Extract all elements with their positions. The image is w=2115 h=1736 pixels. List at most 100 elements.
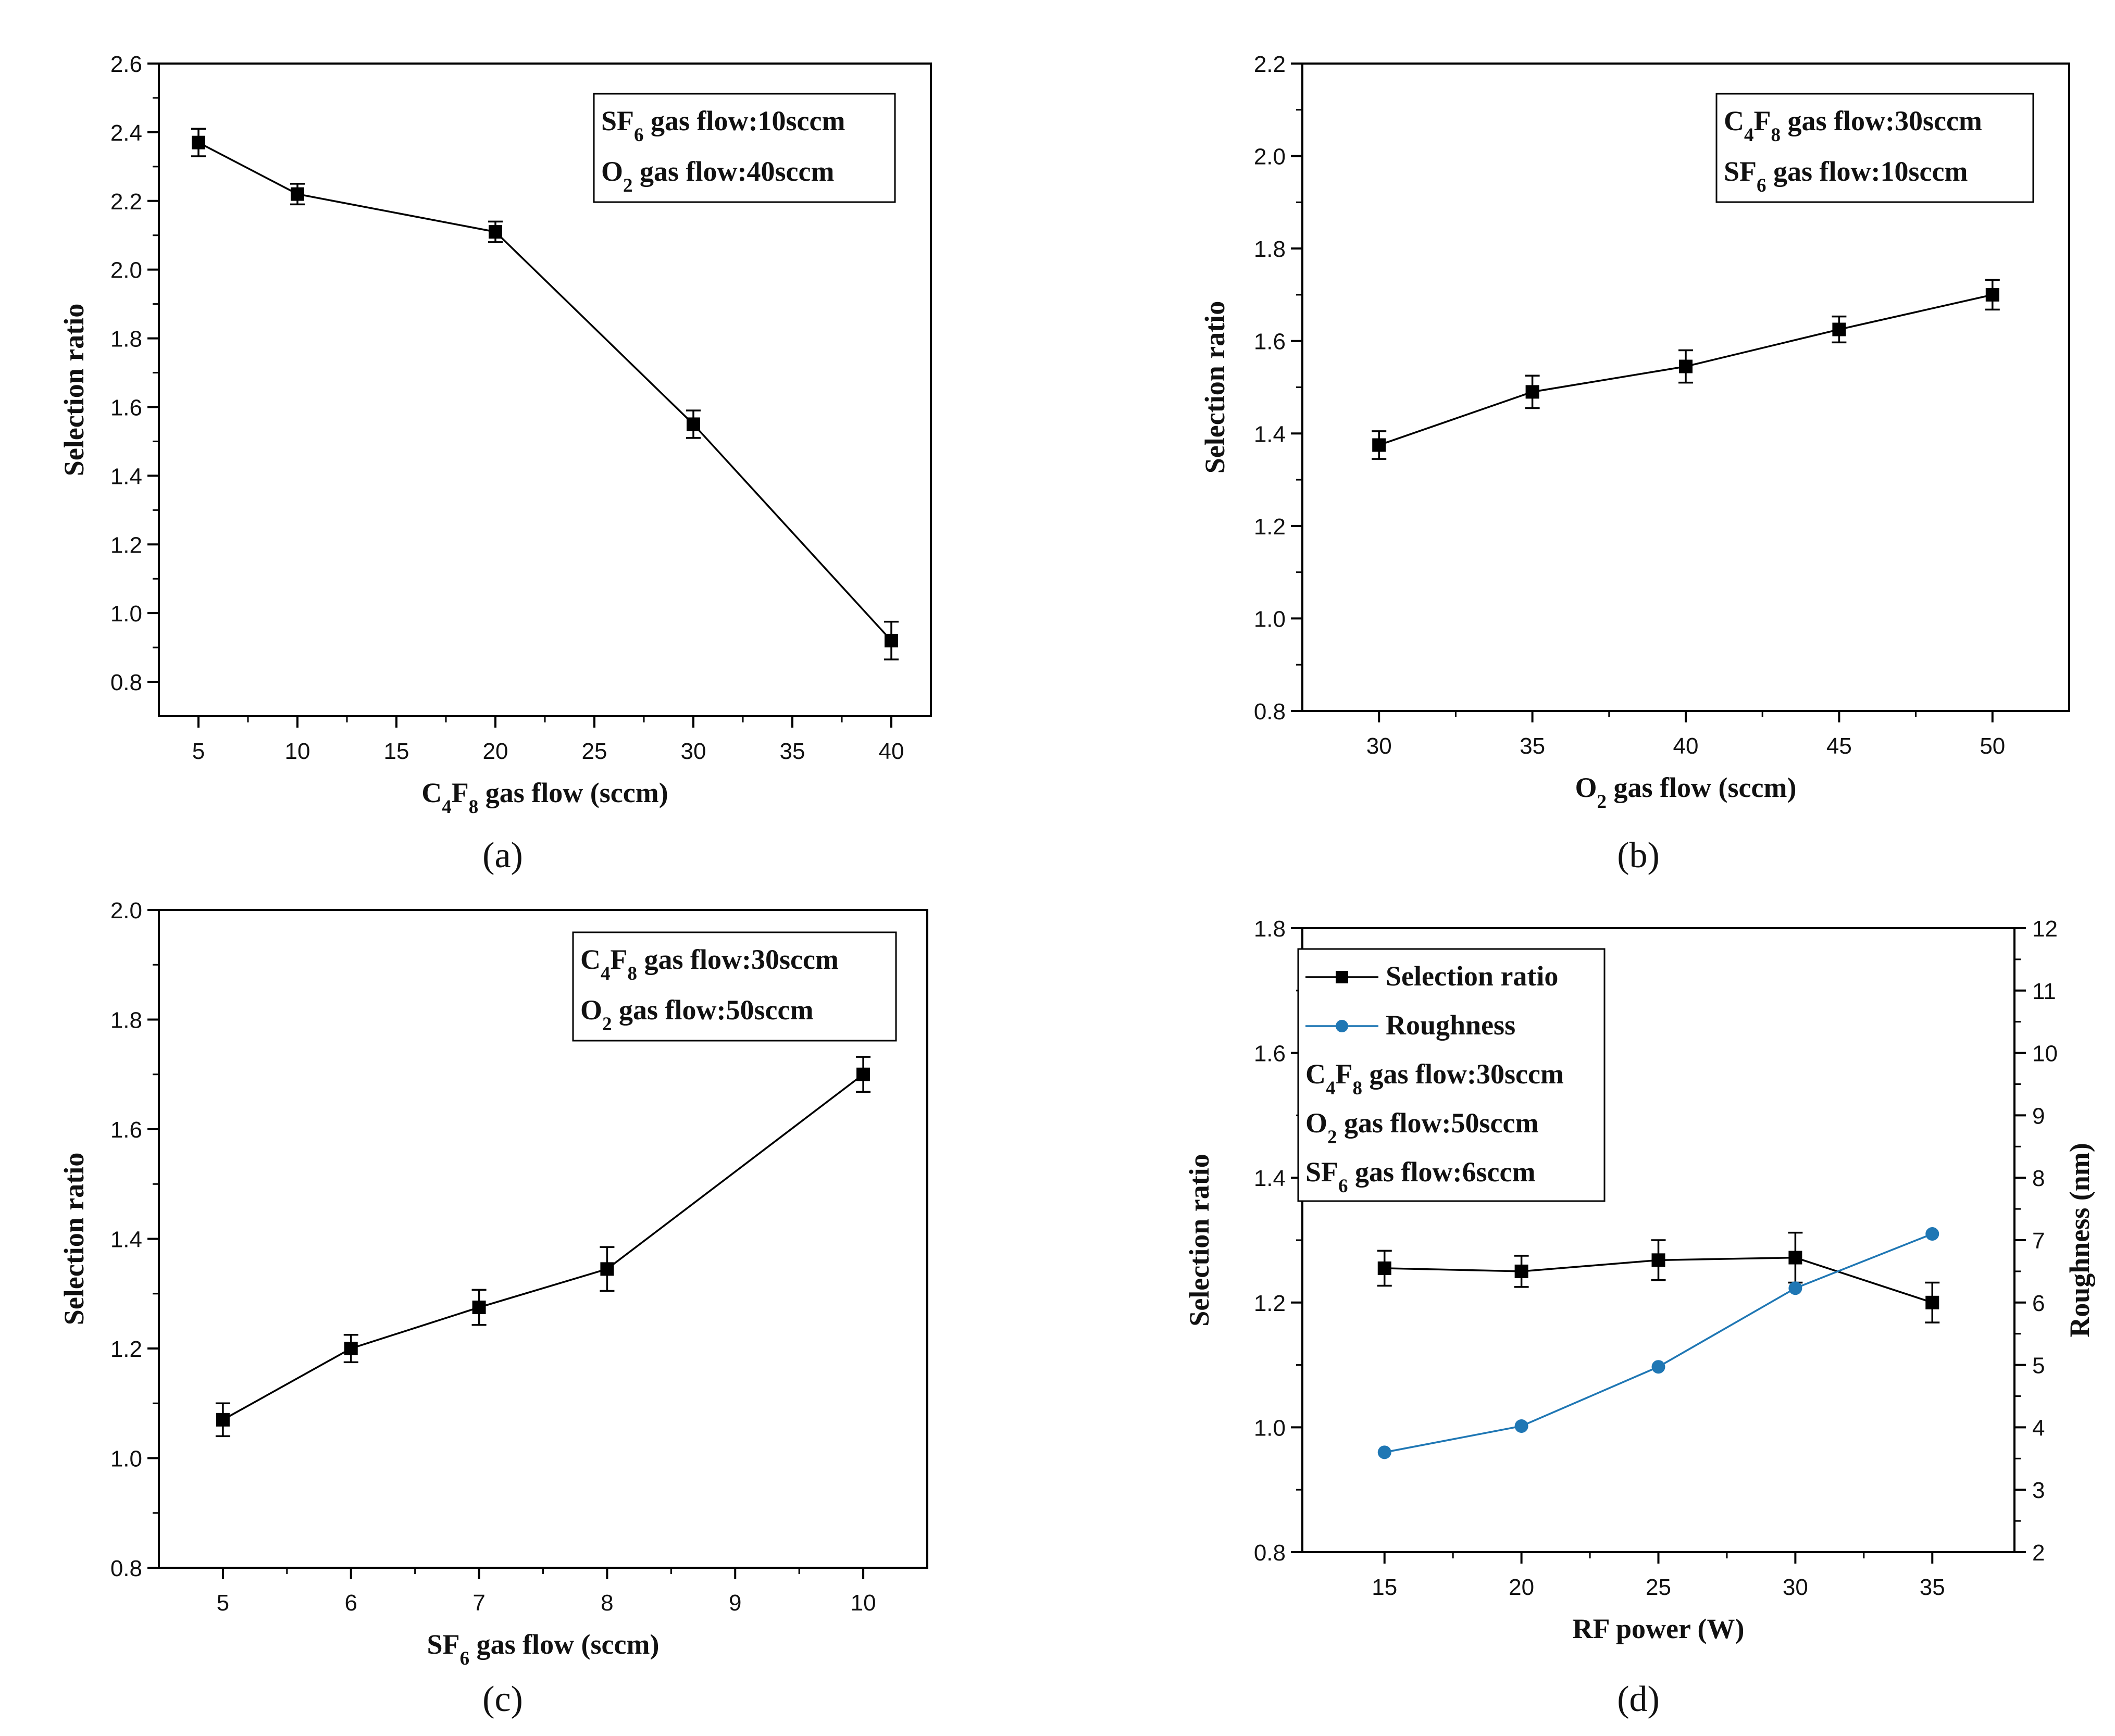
y-right-tick-label: 10 <box>2032 1041 2058 1067</box>
subscript: 8 <box>1771 124 1781 146</box>
subscript: 8 <box>469 796 479 818</box>
x-tick-label: 25 <box>582 739 607 764</box>
y-tick-label: 1.0 <box>1254 1415 1286 1441</box>
series-selection-ratio <box>215 1056 871 1438</box>
x-tick-label: 40 <box>1673 733 1699 759</box>
legend: C4F8 gas flow:30sccm O2 gas flow:50sccm <box>572 931 897 1042</box>
x-tick-label: 15 <box>1372 1575 1397 1600</box>
data-point <box>885 633 898 647</box>
data-point <box>291 187 304 201</box>
text-run: O <box>1575 772 1597 803</box>
legend-entry: Roughness <box>1386 1009 1515 1041</box>
y-tick-label: 1.4 <box>1254 1166 1286 1191</box>
subscript: 2 <box>1327 1127 1337 1148</box>
x-tick-label: 15 <box>384 739 409 764</box>
data-point <box>489 225 502 239</box>
text-run: gas flow:10sccm <box>1766 156 1968 187</box>
text-run: O <box>580 994 602 1026</box>
subscript: 2 <box>623 175 633 196</box>
y-tick-label: 1.6 <box>110 395 142 420</box>
data-point <box>687 417 700 431</box>
x-tick-label: 30 <box>681 739 706 764</box>
x-tick-label: 6 <box>345 1590 357 1616</box>
panel-label: (c) <box>482 1679 523 1719</box>
text-run: gas flow (sccm) <box>1607 772 1796 803</box>
data-point <box>1525 385 1539 399</box>
subscript: 2 <box>1597 791 1607 813</box>
x-tick-label: 35 <box>780 739 805 764</box>
x-tick-label: 8 <box>601 1590 613 1616</box>
data-point <box>216 1413 230 1427</box>
y-right-tick-label: 7 <box>2032 1228 2045 1254</box>
text-run: gas flow:30sccm <box>1781 105 1982 136</box>
panel-label: (d) <box>1617 1679 1660 1719</box>
subscript: 2 <box>602 1014 612 1035</box>
y-tick-label: 1.0 <box>110 1446 142 1472</box>
y-tick-label: 1.4 <box>110 1227 142 1253</box>
x-tick-label: 30 <box>1366 733 1392 759</box>
legend-entry: C4F8 gas flow:30sccm <box>1305 1058 1564 1099</box>
legend-entry: C4F8 gas flow:30sccm <box>580 944 839 984</box>
y-axis-title: Selection ratio <box>1184 1154 1215 1326</box>
x-tick-label: 10 <box>285 739 310 764</box>
y-tick-label: 2.4 <box>110 120 142 146</box>
y-right-axis-title: Roughness (nm) <box>2064 1143 2095 1338</box>
data-point <box>1832 322 1846 336</box>
y-tick-label: 2.0 <box>110 258 142 283</box>
text-run: gas flow (sccm) <box>469 1629 659 1660</box>
x-tick-label: 9 <box>729 1590 741 1616</box>
y-right-tick-label: 2 <box>2032 1540 2045 1566</box>
text-run: gas flow:30sccm <box>637 944 839 975</box>
chart-a: 5 10 15 20 25 30 35 40 0.8 1.0 1.2 1.4 1.6 1.8 2.0 2.2 2… <box>58 52 932 876</box>
text-run: SF <box>601 105 634 136</box>
x-tick-label: 35 <box>1920 1575 1945 1600</box>
y-tick-label: 1.4 <box>110 464 142 489</box>
data-point <box>472 1301 486 1315</box>
x-axis-title: RF power (W) <box>1573 1613 1745 1644</box>
x-tick-label: 30 <box>1783 1575 1808 1600</box>
x-tick-label: 20 <box>1509 1575 1534 1600</box>
text-run: gas flow:6sccm <box>1348 1156 1536 1188</box>
y-axis-title: Selection ratio <box>58 304 90 476</box>
subscript: 4 <box>1744 124 1754 146</box>
subscript: 6 <box>1757 175 1766 196</box>
legend-box <box>572 931 897 1042</box>
data-point <box>1679 359 1693 373</box>
data-point <box>1372 438 1386 452</box>
legend: Selection ratio Roughness C4F8 gas flow:30… <box>1297 948 1606 1202</box>
x-tick-label: 40 <box>879 739 904 764</box>
y-tick-label: 1.6 <box>110 1117 142 1143</box>
text-run: F <box>611 944 628 975</box>
x-tick-label: 7 <box>472 1590 485 1616</box>
legend-entry: SF6 gas flow:10sccm <box>1724 156 1968 196</box>
data-point <box>1925 1227 1939 1241</box>
text-run: C <box>421 777 442 808</box>
text-run: RF power (W) <box>1573 1613 1745 1644</box>
y-tick-label: 1.6 <box>1254 329 1286 355</box>
y-tick-label: 2.0 <box>110 898 142 923</box>
series-selection-ratio <box>1377 1231 1940 1323</box>
subscript: 8 <box>1353 1078 1363 1099</box>
text-run: gas flow:40sccm <box>633 156 835 187</box>
data-point <box>856 1067 870 1081</box>
legend-entry: SF6 gas flow:6sccm <box>1305 1156 1535 1197</box>
data-point <box>344 1342 358 1355</box>
text-run: C <box>580 944 601 975</box>
y-tick-label: 1.8 <box>110 1008 142 1033</box>
data-point <box>600 1262 614 1276</box>
chart-d: 15 20 25 30 35 0.8 1.0 1.2 1.4 1.6 1.8 2 3 4 5 6 7 8 9 10 11… <box>1184 916 2095 1719</box>
y-tick-label: 0.8 <box>110 670 142 695</box>
data-point <box>1651 1360 1665 1374</box>
x-tick-label: 25 <box>1646 1575 1671 1600</box>
data-point <box>1514 1419 1528 1433</box>
data-point <box>1788 1281 1802 1295</box>
y-right-tick-label: 11 <box>2032 979 2056 1004</box>
text-run: gas flow:50sccm <box>612 994 814 1026</box>
text-run: O <box>601 156 623 187</box>
legend: C4F8 gas flow:30sccm SF6 gas flow:10sccm <box>1715 93 2034 203</box>
data-point <box>1788 1251 1802 1265</box>
legend-box <box>1297 948 1606 1202</box>
y-tick-label: 1.8 <box>1254 916 1286 942</box>
